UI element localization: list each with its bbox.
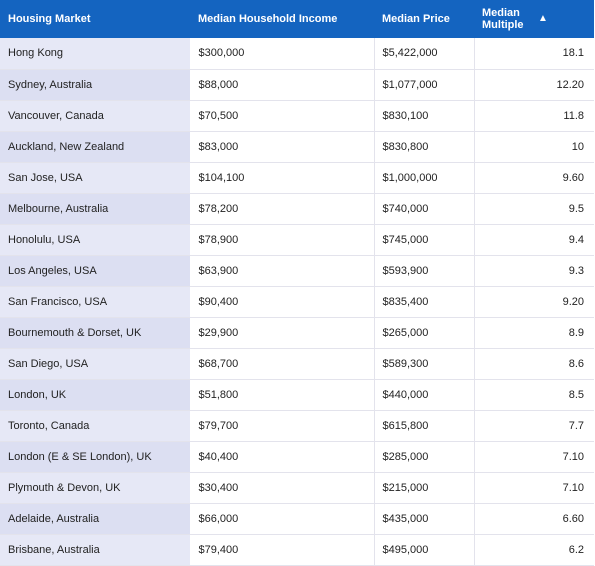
cell-median-price: $5,422,000 <box>373 38 474 70</box>
cell-median-household-income: $29,900 <box>189 317 374 349</box>
table-row: Toronto, Canada $79,700 $615,800 7.7 <box>0 410 594 442</box>
cell-median-multiple: 6.2 <box>473 534 594 566</box>
cell-median-multiple: 9.5 <box>473 193 594 225</box>
table-row: San Diego, USA $68,700 $589,300 8.6 <box>0 348 594 380</box>
cell-housing-market: San Jose, USA <box>0 162 191 194</box>
cell-median-price: $593,900 <box>373 255 474 287</box>
cell-median-price: $745,000 <box>373 224 474 256</box>
cell-housing-market: San Diego, USA <box>0 348 191 380</box>
cell-housing-market: Plymouth & Devon, UK <box>0 472 191 504</box>
table-row: Melbourne, Australia $78,200 $740,000 9.5 <box>0 193 594 225</box>
cell-housing-market: San Francisco, USA <box>0 286 191 318</box>
column-header-label: Housing Market <box>8 13 91 25</box>
cell-median-price: $440,000 <box>373 379 474 411</box>
cell-housing-market: Honolulu, USA <box>0 224 191 256</box>
cell-median-household-income: $88,000 <box>189 69 374 101</box>
cell-median-multiple: 11.8 <box>473 100 594 132</box>
table-header-row: Housing Market Median Household Income M… <box>0 0 594 38</box>
cell-median-multiple: 8.6 <box>473 348 594 380</box>
cell-housing-market: Bournemouth & Dorset, UK <box>0 317 191 349</box>
table-row: Brisbane, Australia $79,400 $495,000 6.2 <box>0 534 594 566</box>
cell-median-household-income: $40,400 <box>189 441 374 473</box>
cell-median-multiple: 8.5 <box>473 379 594 411</box>
table-row: Los Angeles, USA $63,900 $593,900 9.3 <box>0 255 594 287</box>
cell-housing-market: London (E & SE London), UK <box>0 441 191 473</box>
table-row: Vancouver, Canada $70,500 $830,100 11.8 <box>0 100 594 132</box>
cell-housing-market: Hong Kong <box>0 38 191 70</box>
cell-median-price: $285,000 <box>373 441 474 473</box>
cell-median-multiple: 9.20 <box>473 286 594 318</box>
cell-median-household-income: $79,400 <box>189 534 374 566</box>
cell-median-price: $740,000 <box>373 193 474 225</box>
cell-median-household-income: $300,000 <box>189 38 374 70</box>
cell-median-price: $1,000,000 <box>373 162 474 194</box>
column-header-median-household-income[interactable]: Median Household Income <box>190 0 374 38</box>
table-row: Bournemouth & Dorset, UK $29,900 $265,000 8… <box>0 317 594 349</box>
cell-median-multiple: 7.10 <box>473 441 594 473</box>
table-row: Adelaide, Australia $66,000 $435,000 6.60 <box>0 503 594 535</box>
table-row: Honolulu, USA $78,900 $745,000 9.4 <box>0 224 594 256</box>
table-row: Auckland, New Zealand $83,000 $830,800 10 <box>0 131 594 163</box>
cell-median-multiple: 6.60 <box>473 503 594 535</box>
cell-median-price: $830,800 <box>373 131 474 163</box>
cell-housing-market: London, UK <box>0 379 191 411</box>
cell-median-household-income: $68,700 <box>189 348 374 380</box>
cell-median-household-income: $90,400 <box>189 286 374 318</box>
column-header-median-price[interactable]: Median Price <box>374 0 474 38</box>
cell-median-multiple: 7.10 <box>473 472 594 504</box>
table-row: Sydney, Australia $88,000 $1,077,000 12.20 <box>0 69 594 101</box>
cell-housing-market: Melbourne, Australia <box>0 193 191 225</box>
cell-median-household-income: $78,200 <box>189 193 374 225</box>
cell-median-price: $215,000 <box>373 472 474 504</box>
cell-median-price: $615,800 <box>373 410 474 442</box>
column-header-median-multiple[interactable]: Median Multiple ▲ <box>474 0 594 38</box>
cell-median-multiple: 18.1 <box>473 38 594 70</box>
cell-median-household-income: $83,000 <box>189 131 374 163</box>
cell-median-household-income: $78,900 <box>189 224 374 256</box>
cell-median-household-income: $70,500 <box>189 100 374 132</box>
table-row: San Jose, USA $104,100 $1,000,000 9.60 <box>0 162 594 194</box>
cell-housing-market: Sydney, Australia <box>0 69 191 101</box>
cell-median-multiple: 8.9 <box>473 317 594 349</box>
cell-median-multiple: 9.60 <box>473 162 594 194</box>
table-row: San Francisco, USA $90,400 $835,400 9.20 <box>0 286 594 318</box>
cell-median-price: $495,000 <box>373 534 474 566</box>
column-header-label: Median Multiple <box>482 7 524 31</box>
cell-housing-market: Toronto, Canada <box>0 410 191 442</box>
cell-median-household-income: $66,000 <box>189 503 374 535</box>
cell-median-price: $835,400 <box>373 286 474 318</box>
cell-median-household-income: $30,400 <box>189 472 374 504</box>
cell-median-price: $435,000 <box>373 503 474 535</box>
cell-median-price: $1,077,000 <box>373 69 474 101</box>
cell-median-price: $589,300 <box>373 348 474 380</box>
cell-median-multiple: 9.3 <box>473 255 594 287</box>
table-row: Plymouth & Devon, UK $30,400 $215,000 7.10 <box>0 472 594 504</box>
cell-median-household-income: $63,900 <box>189 255 374 287</box>
column-header-label: Median Price <box>382 13 450 25</box>
cell-housing-market: Vancouver, Canada <box>0 100 191 132</box>
cell-median-household-income: $51,800 <box>189 379 374 411</box>
cell-median-price: $265,000 <box>373 317 474 349</box>
cell-median-multiple: 9.4 <box>473 224 594 256</box>
column-header-label: Median Household Income <box>198 13 338 25</box>
column-header-housing-market[interactable]: Housing Market <box>0 0 190 38</box>
cell-median-multiple: 12.20 <box>473 69 594 101</box>
cell-median-household-income: $79,700 <box>189 410 374 442</box>
cell-median-multiple: 10 <box>473 131 594 163</box>
cell-housing-market: Adelaide, Australia <box>0 503 191 535</box>
table-row: London (E & SE London), UK $40,400 $285,00… <box>0 441 594 473</box>
cell-median-multiple: 7.7 <box>473 410 594 442</box>
cell-housing-market: Brisbane, Australia <box>0 534 191 566</box>
cell-housing-market: Los Angeles, USA <box>0 255 191 287</box>
cell-median-price: $830,100 <box>373 100 474 132</box>
table-body: Hong Kong $300,000 $5,422,000 18.1 Sydney, A… <box>0 38 594 566</box>
table-row: London, UK $51,800 $440,000 8.5 <box>0 379 594 411</box>
sort-ascending-icon[interactable]: ▲ <box>538 13 548 24</box>
table-row: Hong Kong $300,000 $5,422,000 18.1 <box>0 38 594 70</box>
cell-housing-market: Auckland, New Zealand <box>0 131 191 163</box>
cell-median-household-income: $104,100 <box>189 162 374 194</box>
